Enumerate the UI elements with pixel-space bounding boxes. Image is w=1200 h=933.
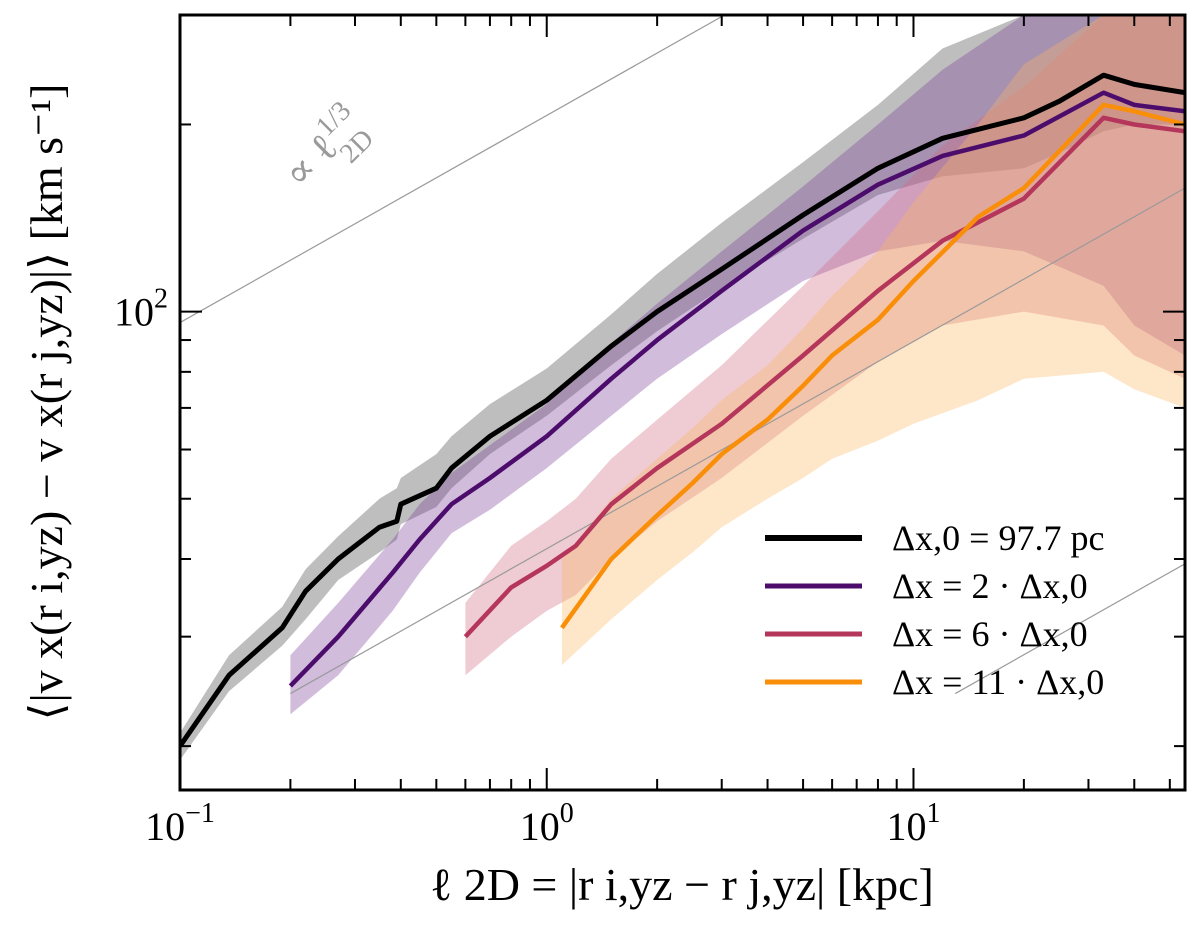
legend-label-0: Δx,0 = 97.7 pc: [892, 518, 1104, 558]
line-series-2: [463, 115, 1185, 639]
legend-label-2: Δx = 6 · Δx,0: [892, 614, 1088, 654]
line-series-3: [560, 102, 1185, 630]
axis-ticks: 10−1 100 101 102: [114, 14, 1185, 849]
band-series-2: [465, 15, 1185, 676]
y-axis-label: ⟨|v x(r i,yz) − v x(r j,yz)|⟩ [km s⁻¹]: [21, 84, 72, 721]
legend-label-1: Δx = 2 · Δx,0: [892, 566, 1088, 606]
band-series-3: [561, 15, 1185, 666]
x-tick-label-2: 101: [886, 798, 940, 849]
x-axis-label: ℓ 2D = |r i,yz − r j,yz| [kpc]: [430, 859, 934, 910]
guide-line-2: [954, 563, 1185, 695]
line-series-1: [288, 90, 1185, 688]
legend-label-3: Δx = 11 · Δx,0: [892, 662, 1104, 702]
guide-line-1: [290, 187, 1185, 695]
y-tick-label-0: 102: [114, 284, 168, 335]
line-series-0: [180, 72, 1185, 748]
x-tick-label-1: 100: [520, 798, 574, 849]
plot-frame: [178, 13, 1187, 792]
legend: Δx,0 = 97.7 pc Δx = 2 · Δx,0 Δx = 6 · Δx,0…: [765, 518, 1104, 702]
band-series-1: [290, 15, 1185, 715]
guide-label: ∝ ℓ1/32D: [270, 95, 382, 207]
band-series-0: [180, 15, 1185, 760]
confidence-bands: [180, 15, 1185, 760]
scaling-guide-lines: [180, 15, 1185, 695]
guide-line-0: [180, 15, 726, 324]
x-tick-label-0: 10−1: [145, 798, 215, 849]
series-lines: [180, 72, 1185, 748]
